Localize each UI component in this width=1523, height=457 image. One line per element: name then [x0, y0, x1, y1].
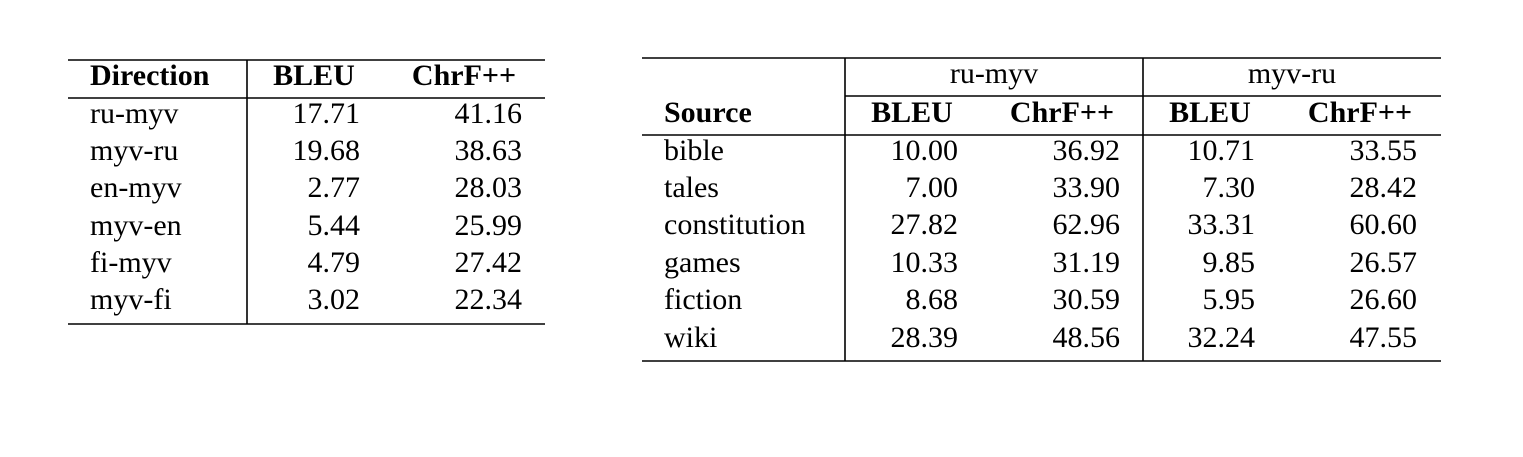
- header-cell: ChrF++: [412, 59, 516, 92]
- cell: 7.00: [906, 171, 959, 204]
- cell: 10.71: [1188, 134, 1256, 167]
- cell: 10.33: [891, 246, 959, 279]
- header-cell: Direction: [90, 59, 210, 92]
- cell: 28.39: [891, 321, 959, 354]
- cell: 31.19: [1053, 246, 1121, 279]
- cell: 8.68: [906, 283, 959, 316]
- cell: 22.34: [455, 283, 523, 316]
- cell: myv-en: [90, 209, 182, 242]
- cell: 28.42: [1350, 171, 1418, 204]
- cell: games: [664, 246, 741, 279]
- cell: bible: [664, 134, 724, 167]
- cell: 48.56: [1053, 321, 1121, 354]
- cell: fiction: [664, 283, 742, 316]
- cell: 33.31: [1188, 208, 1256, 241]
- cell: 33.55: [1350, 134, 1418, 167]
- header-cell: ChrF++: [1010, 96, 1114, 129]
- cell: 26.57: [1350, 246, 1418, 279]
- cell: 38.63: [455, 134, 523, 167]
- cell: 5.44: [308, 209, 361, 242]
- cell: 32.24: [1188, 321, 1256, 354]
- cell: 60.60: [1350, 208, 1418, 241]
- cell: 5.95: [1203, 283, 1256, 316]
- header-cell: BLEU: [871, 96, 953, 129]
- cell: 9.85: [1203, 246, 1256, 279]
- cell: 33.90: [1053, 171, 1121, 204]
- cell: 19.68: [293, 134, 361, 167]
- header-cell: BLEU: [273, 59, 355, 92]
- cell: 28.03: [455, 171, 523, 204]
- cell: 27.42: [455, 246, 523, 279]
- table1-rules: [68, 59, 545, 325]
- header-cell: BLEU: [1169, 96, 1251, 129]
- cell: en-myv: [90, 171, 182, 204]
- cell: wiki: [664, 321, 717, 354]
- cell: 10.00: [891, 134, 959, 167]
- header-cell: ChrF++: [1308, 96, 1412, 129]
- group-header: ru-myv: [950, 57, 1038, 90]
- cell: fi-myv: [90, 246, 172, 279]
- cell: ru-myv: [90, 97, 178, 130]
- cell: myv-ru: [90, 134, 178, 167]
- cell: 25.99: [455, 209, 523, 242]
- cell: myv-fi: [90, 283, 172, 316]
- cell: 4.79: [308, 246, 361, 279]
- cell: 41.16: [455, 97, 523, 130]
- header-cell: Source: [664, 96, 752, 129]
- cell: 27.82: [891, 208, 959, 241]
- cell: 2.77: [308, 171, 361, 204]
- cell: 26.60: [1350, 283, 1418, 316]
- cell: constitution: [664, 208, 806, 241]
- cell: 47.55: [1350, 321, 1418, 354]
- cell: 7.30: [1203, 171, 1256, 204]
- cell: 36.92: [1053, 134, 1121, 167]
- table2-rules: [642, 57, 1441, 362]
- cell: tales: [664, 171, 719, 204]
- cell: 3.02: [308, 283, 361, 316]
- cell: 30.59: [1053, 283, 1121, 316]
- group-header: myv-ru: [1248, 57, 1336, 90]
- cell: 62.96: [1053, 208, 1121, 241]
- cell: 17.71: [293, 97, 361, 130]
